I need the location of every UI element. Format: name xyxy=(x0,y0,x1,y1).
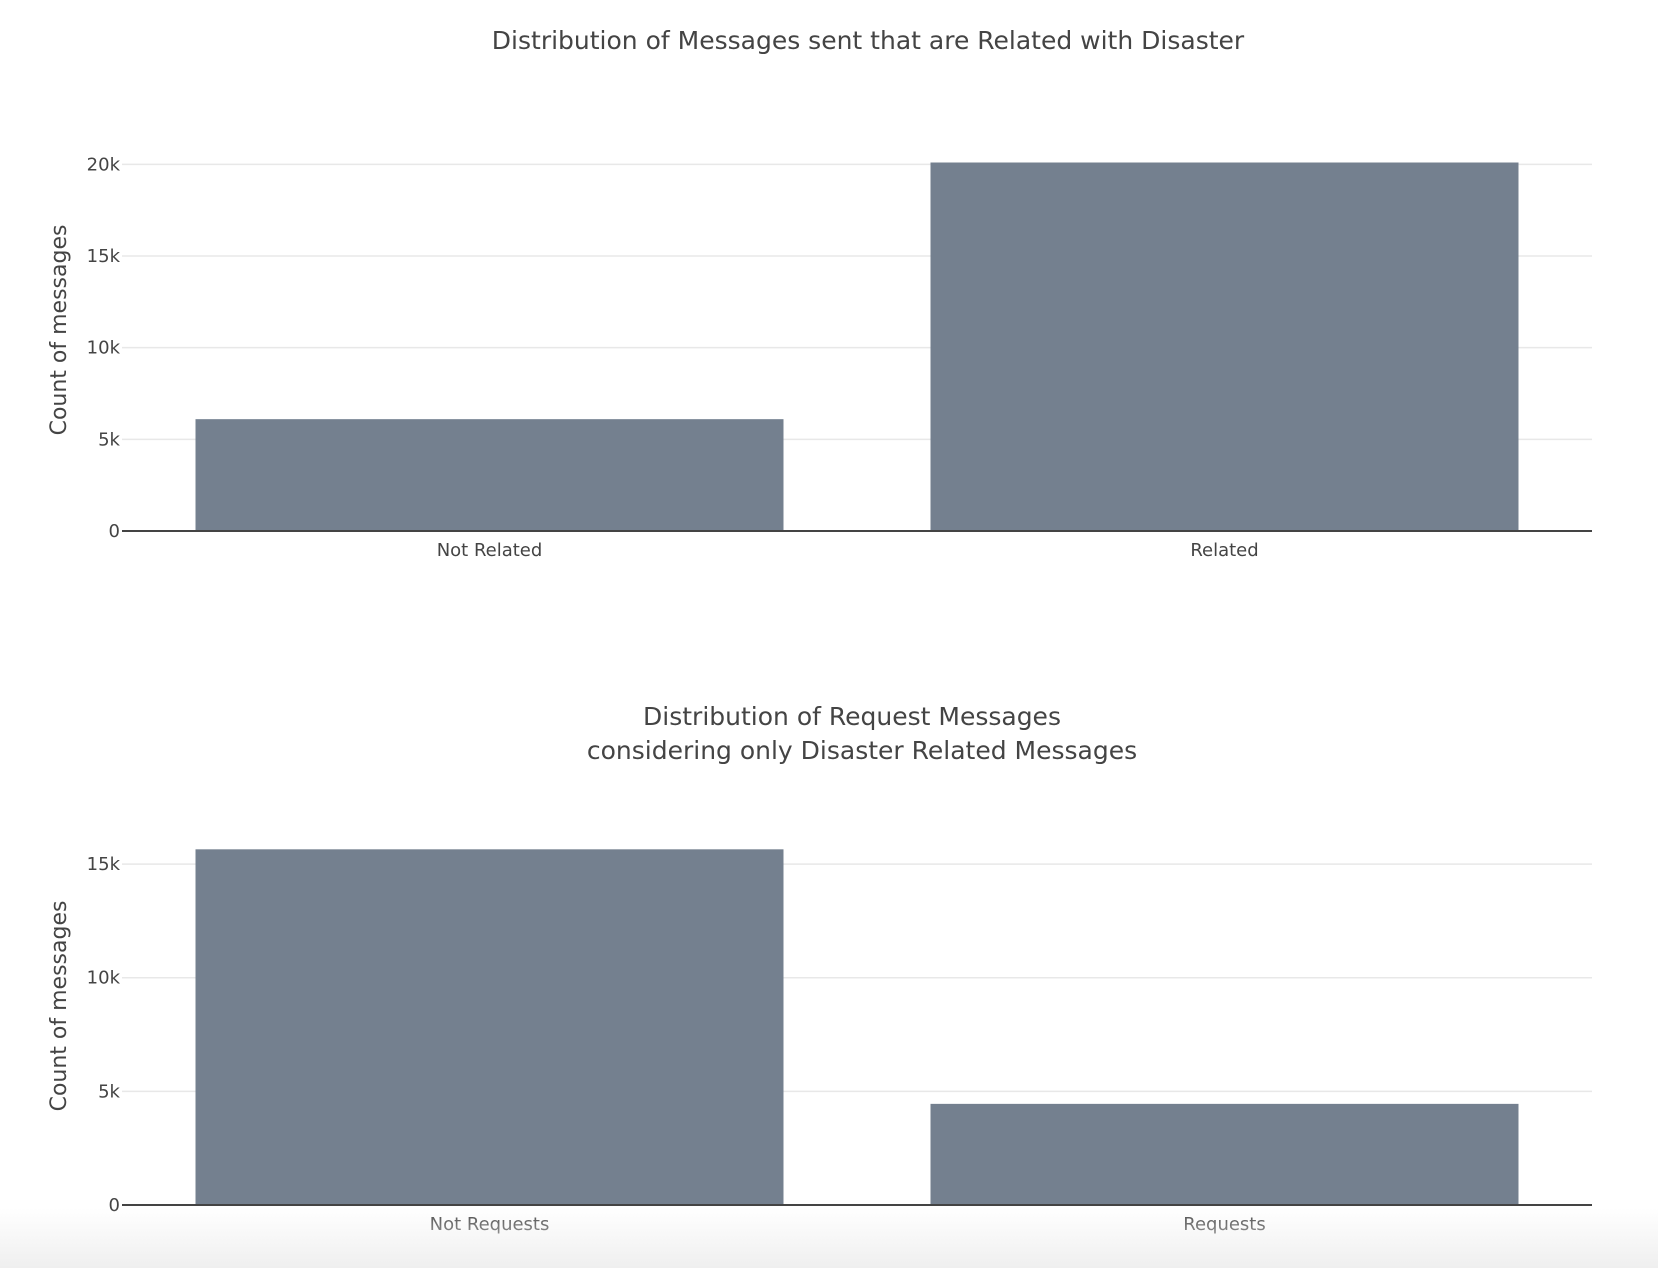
y-tick-labels: 0 5k 10k 15k 20k xyxy=(87,154,121,542)
chart-related: Distribution of Messages sent that are R… xyxy=(47,26,1592,561)
window-bottom-shadow xyxy=(0,1208,1658,1268)
chart-title: Distribution of Messages sent that are R… xyxy=(492,26,1245,55)
x-tick-label: Related xyxy=(1190,540,1258,561)
y-tick-label: 5k xyxy=(98,429,120,450)
y-tick-label: 0 xyxy=(109,521,120,542)
y-tick-labels: 0 5k 10k 15k xyxy=(87,854,121,1216)
y-tick-label: 15k xyxy=(87,854,121,875)
y-tick-label: 10k xyxy=(87,338,121,359)
y-tick-label: 5k xyxy=(98,1081,120,1102)
y-tick-label: 20k xyxy=(87,154,121,175)
y-axis-label: Count of messages xyxy=(47,901,72,1112)
bars xyxy=(195,162,1519,532)
chart-title-line-2: considering only Disaster Related Messag… xyxy=(587,736,1137,765)
bars xyxy=(195,849,1519,1205)
bar-requests[interactable] xyxy=(930,1103,1519,1205)
x-tick-labels: Not Related Related xyxy=(437,540,1259,561)
bar-not-related[interactable] xyxy=(195,419,784,531)
bar-not-requests[interactable] xyxy=(195,849,784,1205)
y-tick-label: 10k xyxy=(87,968,121,989)
y-tick-label: 0 xyxy=(109,1195,120,1216)
y-axis-label: Count of messages xyxy=(47,225,72,436)
bar-related[interactable] xyxy=(930,162,1519,532)
y-tick-label: 15k xyxy=(87,246,121,267)
chart-title-line-1: Distribution of Request Messages xyxy=(643,702,1061,731)
chart-requests: Distribution of Request Messages conside… xyxy=(47,702,1592,1235)
x-tick-label: Not Related xyxy=(437,540,543,561)
